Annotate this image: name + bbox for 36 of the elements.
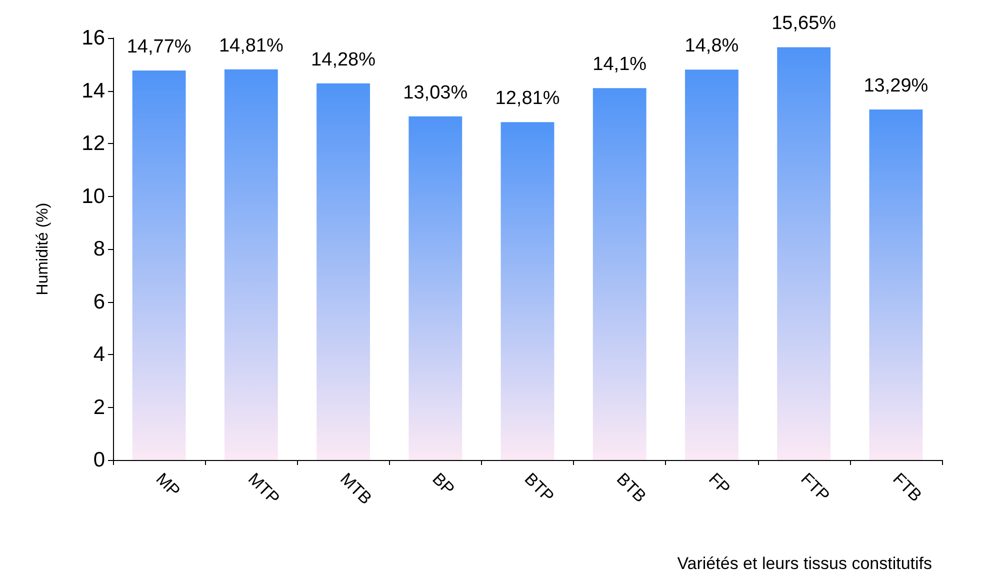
bar (685, 70, 738, 460)
x-tick-label: FTB (889, 469, 926, 506)
data-label: 14,77% (126, 36, 192, 58)
data-label: 13,29% (864, 75, 928, 96)
x-tick-label: FTP (797, 469, 834, 506)
bar (408, 116, 462, 460)
bar (592, 88, 646, 460)
bar (869, 109, 923, 460)
bar (500, 122, 554, 460)
y-tick-label: 0 (93, 448, 105, 472)
data-label: 14,1% (592, 54, 647, 76)
data-label: 13,03% (403, 82, 468, 104)
x-tick-label: BP (428, 469, 458, 499)
x-tick-label: BTP (520, 469, 558, 506)
bar (224, 69, 278, 460)
y-tick-label: 8 (93, 238, 105, 260)
x-tick-label: MP (152, 469, 184, 501)
y-tick-label: 10 (82, 184, 105, 208)
y-tick-label: 16 (82, 26, 105, 50)
bar (132, 70, 186, 460)
x-tick-label: FP (705, 469, 734, 498)
y-tick-label: 12 (82, 132, 105, 155)
data-label: 15,65% (772, 13, 836, 34)
y-tick-label: 6 (93, 290, 105, 314)
x-axis-title: Variétés et leurs tissus constitutifs (677, 554, 932, 573)
data-label: 12,81% (495, 88, 560, 110)
y-tick-label: 4 (93, 343, 106, 366)
data-label: 14,8% (684, 36, 739, 57)
data-label: 14,28% (311, 49, 376, 70)
y-axis-title: Humidité (%) (34, 202, 52, 296)
bar (316, 83, 370, 460)
y-tick-label: 2 (93, 396, 105, 419)
x-tick-label: MTP (244, 469, 284, 508)
data-label: 14,81% (218, 35, 284, 56)
bar (777, 47, 831, 460)
y-tick-label: 14 (82, 79, 106, 102)
